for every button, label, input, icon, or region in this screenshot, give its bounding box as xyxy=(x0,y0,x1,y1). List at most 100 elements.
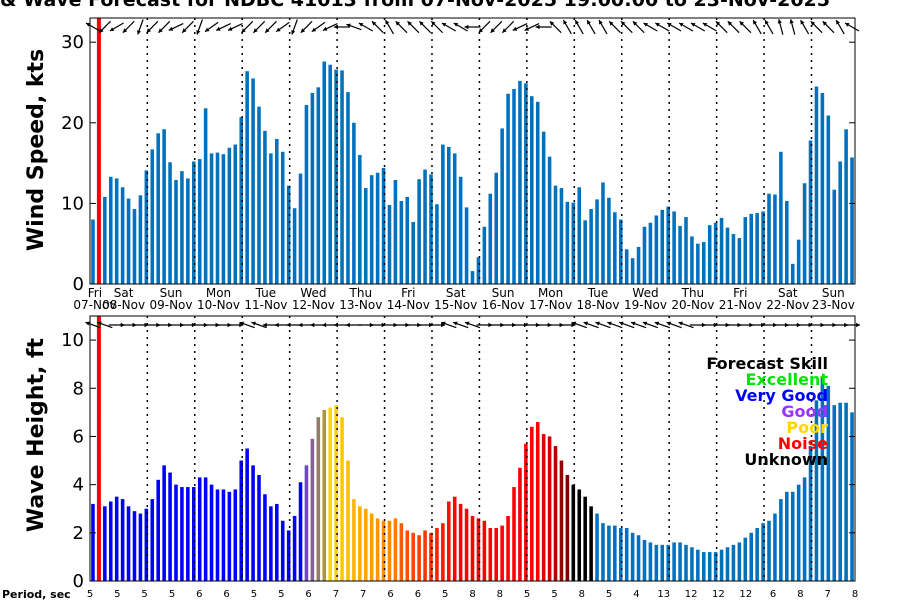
wave-bar xyxy=(702,552,706,581)
wave-bar xyxy=(458,503,463,581)
wave-bar xyxy=(595,513,599,581)
wave-bar xyxy=(630,532,635,581)
wind-direction-arrow xyxy=(643,22,658,32)
day-of-week-label: Wed xyxy=(632,286,658,300)
arrow-head xyxy=(239,321,245,326)
arrow-head xyxy=(464,24,469,30)
wave-bar xyxy=(761,523,765,581)
arrow-head xyxy=(619,321,624,326)
wave-bar xyxy=(773,513,777,581)
wave-bar xyxy=(352,499,356,581)
arrow-head xyxy=(311,27,317,32)
wave-bar xyxy=(790,491,795,581)
wave-bar xyxy=(802,477,807,581)
day-of-week-label: Mon xyxy=(538,286,563,300)
wind-bar xyxy=(761,211,765,284)
wind-bar xyxy=(375,172,380,284)
wind-bar xyxy=(577,187,582,284)
wind-direction-arrow xyxy=(137,19,144,35)
arrow-head xyxy=(632,21,638,26)
wind-bar xyxy=(452,153,457,284)
wave-bar xyxy=(286,530,291,581)
wind-bar xyxy=(280,151,285,284)
day-of-week-label: Sat xyxy=(446,286,466,300)
wind-bar xyxy=(257,106,261,284)
day-of-week-label: Sun xyxy=(160,286,183,300)
wind-direction-arrow xyxy=(810,20,823,34)
arrow-head xyxy=(549,21,555,26)
wind-direction-arrow xyxy=(371,20,384,34)
wave-bar xyxy=(666,544,670,581)
wind-bar xyxy=(648,222,653,284)
wind-direction-arrow xyxy=(490,20,503,34)
wave-bar xyxy=(785,491,789,581)
wave-bar xyxy=(660,544,665,581)
wind-direction-arrow xyxy=(598,19,608,35)
arrow-head xyxy=(251,321,256,326)
wave-bar xyxy=(209,484,214,581)
date-label: 20-Nov xyxy=(671,298,714,312)
wave-bar xyxy=(654,544,659,581)
wave-bar xyxy=(613,525,617,581)
wind-bar xyxy=(506,93,510,285)
wave-bar xyxy=(447,501,451,581)
wave-bar xyxy=(506,515,510,581)
wind-bar xyxy=(227,147,232,284)
day-of-week-label: Thu xyxy=(681,286,705,300)
wind-bar xyxy=(126,198,131,284)
wave-bar xyxy=(838,402,842,581)
wave-ytick-label: 4 xyxy=(73,475,84,496)
period-value: 8 xyxy=(469,589,475,600)
date-label: 21-Nov xyxy=(719,298,762,312)
wind-direction-arrow xyxy=(608,20,621,34)
day-of-week-label: Sat xyxy=(778,286,798,300)
wind-bar xyxy=(696,243,700,284)
wave-bar xyxy=(363,508,368,581)
wave-ylabel: Wave Height, ft xyxy=(24,337,49,532)
wind-bar xyxy=(458,176,463,284)
wind-bar xyxy=(168,162,172,284)
wind-bar xyxy=(150,149,155,284)
wind-bar xyxy=(138,195,143,284)
day-of-week-label: Fri xyxy=(88,286,102,300)
wind-bar xyxy=(239,117,243,285)
wave-direction-arrow xyxy=(583,321,599,329)
wind-direction-arrow xyxy=(215,23,231,31)
wind-bar xyxy=(796,239,801,284)
wind-direction-arrow xyxy=(727,20,740,34)
wave-bar xyxy=(737,542,742,581)
arrow-head xyxy=(789,19,794,24)
wave-bar xyxy=(280,520,285,581)
wind-bar xyxy=(381,167,386,284)
arrow-head xyxy=(490,28,495,33)
wave-bar xyxy=(156,479,160,581)
wind-bar xyxy=(215,152,220,284)
wave-bar xyxy=(328,407,332,581)
wind-bar xyxy=(221,154,226,284)
arrow-head xyxy=(97,321,102,326)
wind-direction-arrow xyxy=(835,19,845,35)
wind-bar xyxy=(352,122,356,284)
wave-bar xyxy=(707,552,712,581)
arrow-head xyxy=(453,23,459,27)
wind-bar xyxy=(387,205,392,284)
arrow-head xyxy=(631,321,636,326)
wind-bar xyxy=(304,105,309,284)
arrow-head xyxy=(372,21,377,26)
wave-ytick-label: 2 xyxy=(73,523,84,544)
wind-direction-arrow xyxy=(418,20,432,34)
wind-bar xyxy=(630,258,635,284)
wind-direction-arrow xyxy=(764,19,774,35)
wind-direction-arrow xyxy=(334,24,350,30)
wave-direction-arrow xyxy=(844,322,860,328)
arrow-head xyxy=(322,26,328,31)
wind-bar xyxy=(802,183,807,284)
wave-bar xyxy=(227,491,232,581)
arrow-head xyxy=(607,321,612,326)
wave-bar xyxy=(530,426,534,581)
wave-bar xyxy=(239,460,243,581)
wave-bar xyxy=(743,537,748,581)
date-label: 07-Nov xyxy=(73,298,116,312)
wave-bar xyxy=(535,422,540,581)
